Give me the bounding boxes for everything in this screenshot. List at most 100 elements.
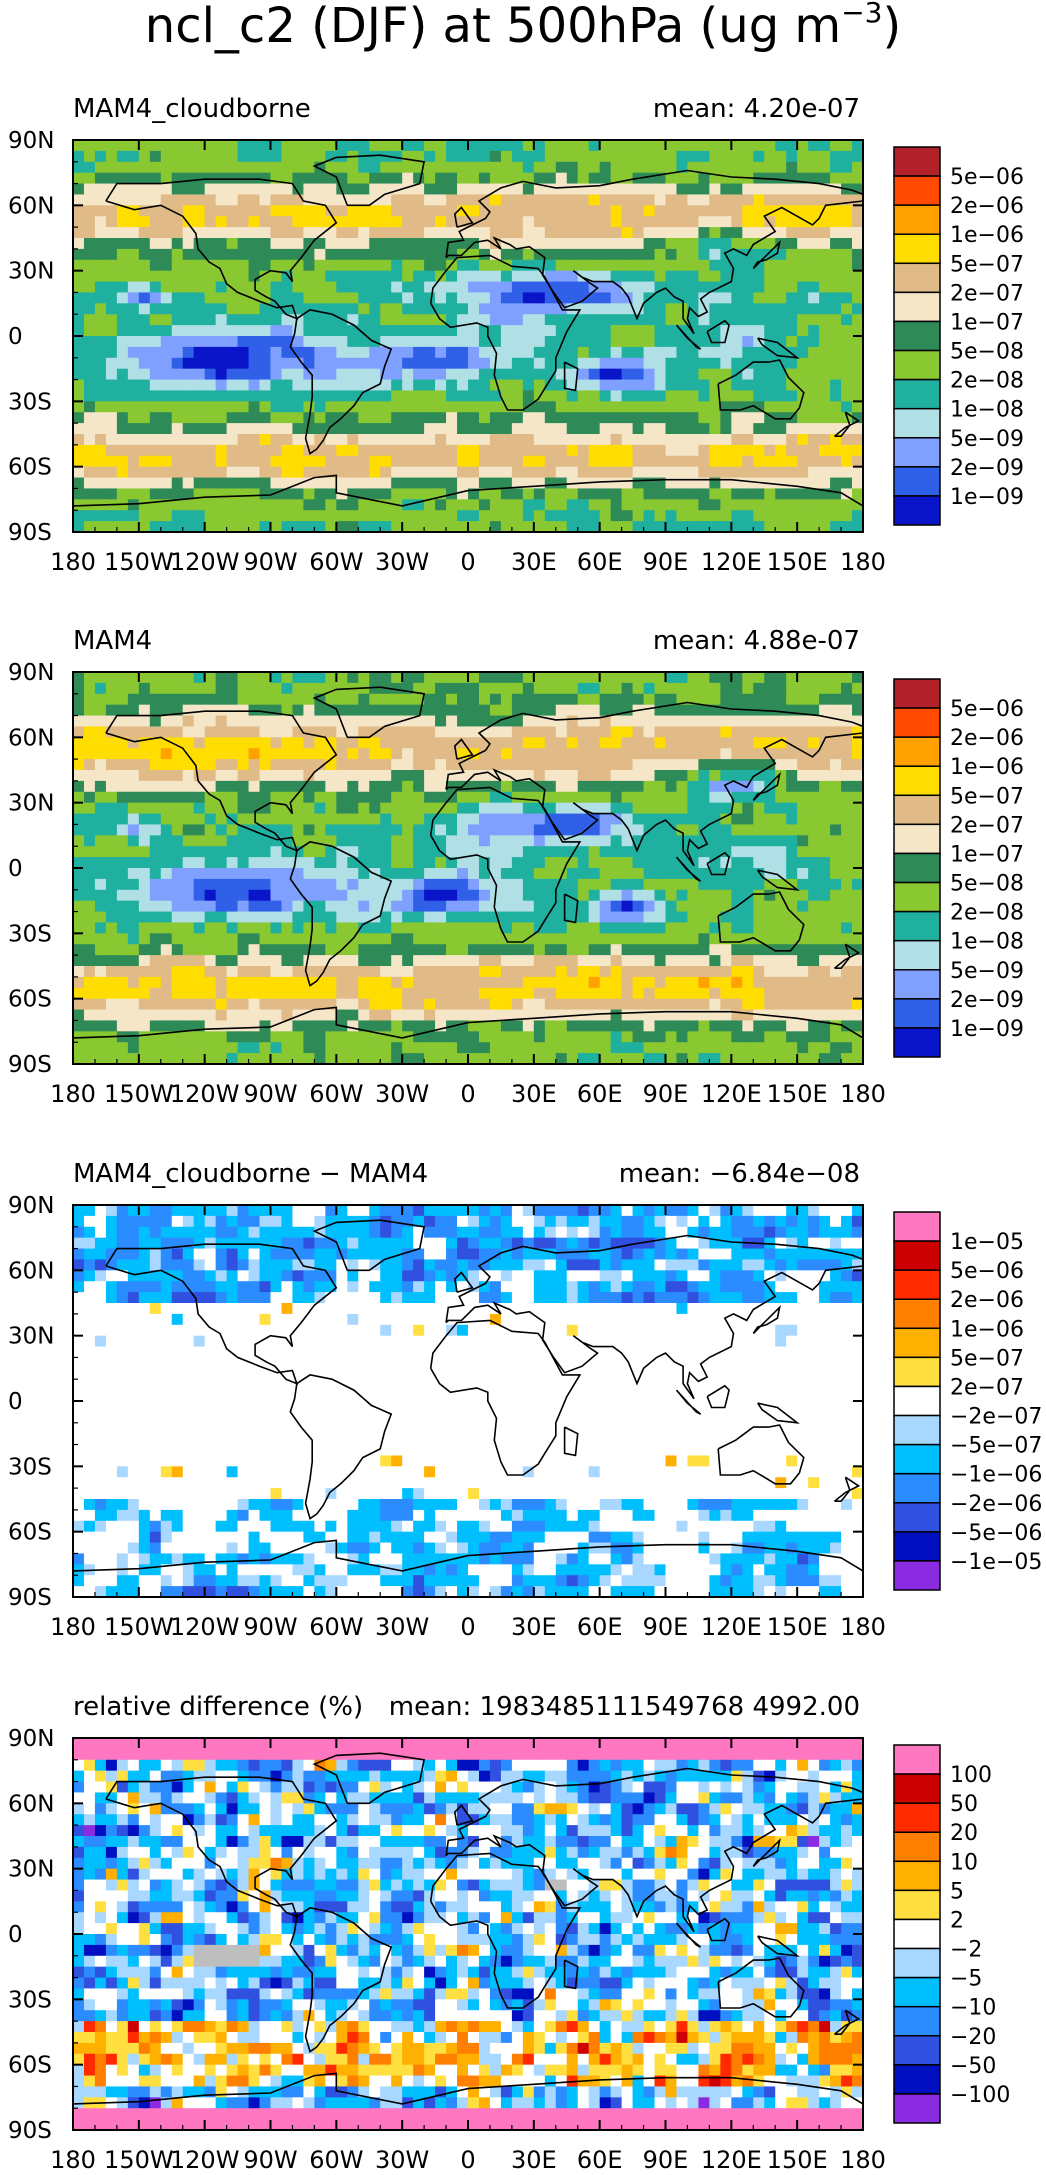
field-cell	[566, 510, 579, 522]
field-cell	[786, 693, 798, 706]
field-cell	[138, 770, 151, 782]
field-cell	[731, 466, 743, 479]
field-cell	[468, 314, 480, 326]
field-cell	[533, 510, 546, 522]
field-cell	[797, 194, 809, 206]
field-cell	[149, 390, 162, 402]
field-cell	[182, 488, 195, 500]
field-cell	[259, 737, 272, 749]
field-cell	[610, 346, 623, 359]
colorbar-swatch	[893, 146, 941, 177]
field-cell	[753, 944, 765, 956]
field-cell	[292, 357, 305, 370]
field-cell	[325, 444, 337, 457]
field-cell	[720, 759, 732, 771]
field-cell	[709, 889, 721, 902]
field-cell	[303, 270, 315, 283]
field-cell	[676, 682, 689, 695]
field-cell	[797, 682, 809, 695]
field-cell	[94, 216, 107, 228]
field-cell	[775, 824, 787, 836]
field-cell	[797, 835, 809, 847]
field-cell	[852, 150, 864, 163]
field-cell	[193, 259, 206, 272]
field-cell	[94, 477, 107, 490]
field-cell	[522, 477, 535, 490]
field-cell	[478, 737, 491, 749]
field-cell	[105, 390, 118, 402]
field-cell	[709, 292, 721, 304]
field-cell	[544, 966, 557, 978]
field-cell	[511, 955, 524, 967]
field-cell	[336, 183, 348, 196]
field-cell	[391, 248, 403, 261]
field-cell	[533, 444, 546, 457]
field-cell	[303, 292, 315, 304]
field-cell	[292, 205, 305, 217]
field-cell	[182, 748, 195, 760]
field-cell	[105, 466, 118, 479]
field-cell	[358, 412, 370, 424]
field-cell	[303, 466, 315, 479]
field-cell	[402, 824, 414, 836]
field-cell	[369, 672, 381, 684]
field-cell	[665, 423, 678, 435]
field-cell	[720, 987, 732, 1000]
field-cell	[676, 748, 689, 760]
field-cell	[380, 292, 392, 304]
field-cell	[336, 900, 348, 913]
field-cell	[577, 499, 590, 511]
field-cell	[435, 510, 447, 522]
field-cell	[446, 434, 458, 446]
field-cell	[478, 966, 491, 978]
field-cell	[391, 791, 403, 804]
field-cell	[808, 726, 820, 738]
field-cell	[413, 477, 425, 490]
field-cell	[599, 357, 612, 370]
field-cell	[742, 379, 754, 392]
field-cell	[632, 748, 645, 760]
field-cell	[149, 379, 162, 392]
field-cell	[457, 911, 469, 924]
field-cell	[533, 238, 546, 250]
field-cell	[841, 303, 853, 315]
field-cell	[742, 889, 754, 902]
field-cell	[731, 824, 743, 836]
field-cell	[621, 248, 634, 261]
field-cell	[259, 835, 272, 847]
field-cell	[468, 922, 480, 934]
field-cell	[468, 878, 480, 891]
field-cell	[577, 813, 590, 826]
field-cell	[336, 835, 348, 847]
field-cell	[632, 150, 645, 163]
field-cell	[281, 878, 294, 891]
field-cell	[555, 976, 568, 989]
field-cell	[468, 140, 480, 152]
field-cell	[830, 412, 842, 424]
field-cell	[105, 357, 118, 370]
field-cell	[643, 423, 656, 435]
field-cell	[720, 259, 732, 272]
field-cell	[621, 379, 634, 392]
field-cell	[797, 813, 809, 826]
field-cell	[555, 704, 568, 717]
field-cell	[632, 835, 645, 847]
field-cell	[720, 868, 732, 880]
field-cell	[259, 955, 272, 967]
field-cell	[127, 922, 140, 934]
field-cell	[171, 346, 184, 359]
field-cell	[248, 791, 261, 804]
field-cell	[193, 510, 206, 522]
field-cell	[457, 336, 469, 348]
field-cell	[215, 466, 228, 479]
field-cell	[402, 172, 414, 185]
field-cell	[698, 390, 710, 402]
field-cell	[764, 693, 776, 706]
field-cell	[709, 693, 721, 706]
field-cell	[303, 423, 315, 435]
field-cell	[83, 150, 96, 163]
x-tick-label: 60W	[309, 548, 363, 576]
field-cell	[83, 368, 96, 381]
field-cell	[303, 791, 315, 804]
field-cell	[511, 390, 524, 402]
